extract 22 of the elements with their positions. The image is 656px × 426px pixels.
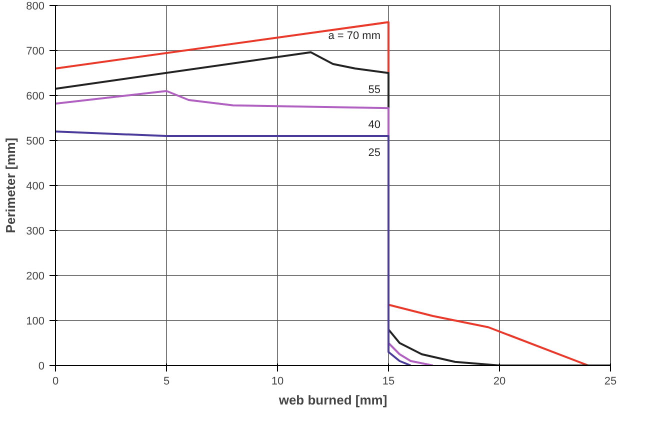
x-axis-title: web burned [mm] [278, 392, 388, 408]
series-label: a = 70 mm [328, 30, 381, 42]
y-tick-label: 0 [38, 360, 45, 372]
x-tick-label: 0 [52, 376, 59, 388]
y-tick-label: 300 [26, 226, 45, 238]
series-label: 55 [368, 84, 381, 96]
y-tick-label: 500 [26, 136, 45, 148]
y-tick-label: 100 [26, 316, 45, 328]
line-series [56, 130, 412, 366]
y-tick-label: 800 [26, 0, 45, 12]
y-tick-label: 600 [26, 90, 45, 102]
y-tick-label: 200 [26, 270, 45, 282]
y-axis-title: Perimeter [mm] [3, 138, 18, 234]
y-tick-label: 400 [26, 180, 45, 192]
x-tick-label: 10 [271, 376, 284, 388]
x-tick-label: 5 [163, 376, 170, 388]
x-tick-label: 20 [493, 376, 506, 388]
x-tick-label: 25 [604, 376, 617, 388]
series-label: 40 [368, 119, 381, 132]
y-tick-label: 700 [26, 46, 45, 58]
x-tick-label: 15 [382, 376, 395, 388]
series-label: 25 [368, 147, 381, 159]
